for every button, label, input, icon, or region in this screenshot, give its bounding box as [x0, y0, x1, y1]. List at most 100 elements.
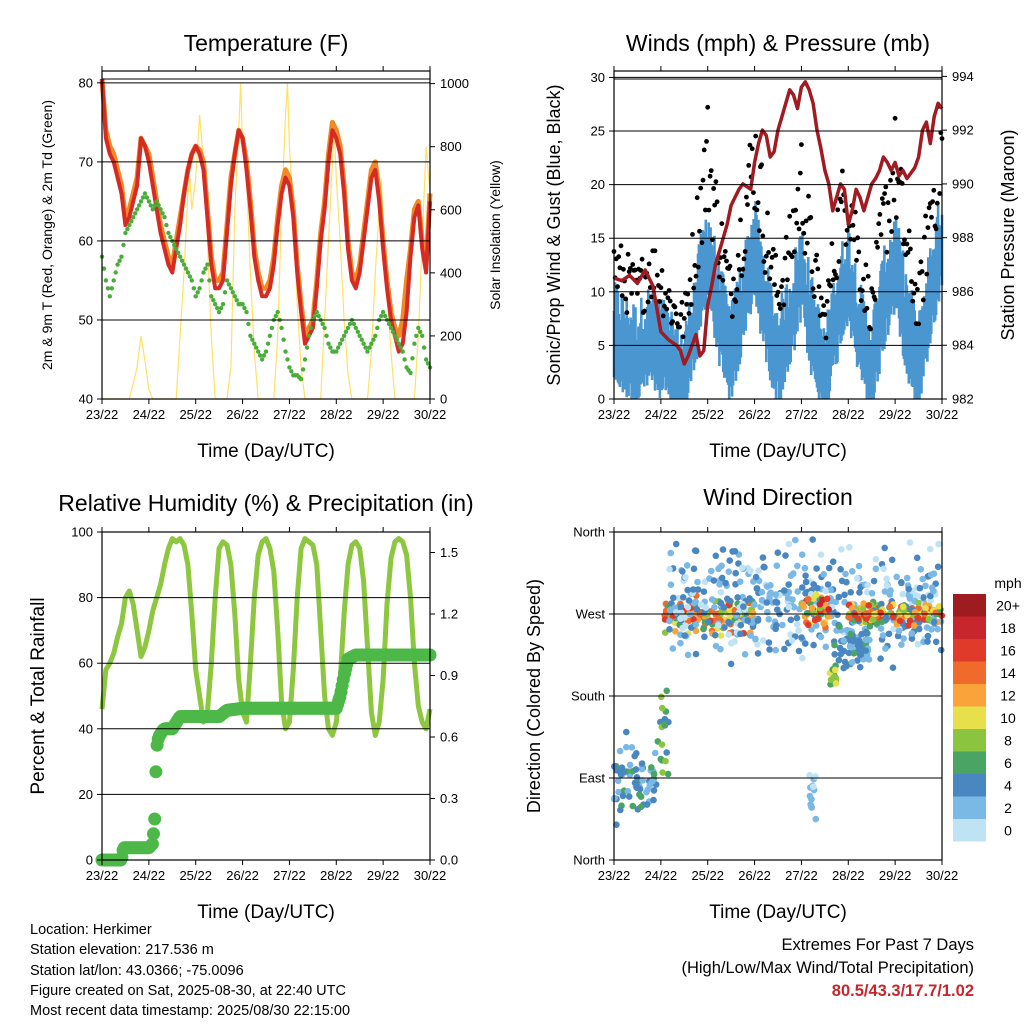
direction-point [708, 567, 715, 575]
direction-point [829, 558, 837, 565]
direction-point [810, 581, 817, 588]
direction-point [889, 664, 897, 671]
gust-point [759, 162, 764, 168]
colorbar-swatch [953, 751, 986, 774]
direction-point [740, 603, 747, 610]
direction-point [853, 575, 861, 582]
dewpoint-point [273, 313, 278, 319]
latlon-text: Station lat/lon: 43.0366; -75.0096 [30, 962, 244, 979]
gust-point [776, 301, 782, 307]
dewpoint-point [111, 278, 116, 283]
gust-point [780, 277, 786, 283]
gust-point [809, 269, 815, 275]
direction-point [725, 631, 732, 638]
plot-overlay: 23/22 24/22 25/22 26/22 27/22 28/22 29/22 30/22… [571, 525, 958, 884]
x-tick-label: 23/22 [598, 407, 631, 422]
direction-point [763, 599, 771, 606]
direction-point [633, 774, 641, 781]
dewpoint-point [144, 195, 150, 200]
dewpoint-point [244, 309, 249, 315]
y-tick-label: 0 [86, 853, 93, 868]
direction-point [732, 612, 740, 619]
direction-point [761, 563, 768, 571]
dewpoint-point [156, 203, 161, 208]
direction-point [717, 588, 725, 596]
gust-point [712, 202, 718, 208]
gust-point [768, 264, 774, 270]
dewpoint-point [398, 345, 403, 350]
direction-point [672, 609, 680, 616]
direction-point [900, 635, 907, 642]
colorbar-label: 6 [1004, 755, 1012, 771]
y2-tick-label: 800 [440, 139, 462, 154]
gust-point [677, 324, 682, 330]
gust-point [888, 177, 893, 183]
colorbar-unit: mph [994, 575, 1021, 591]
direction-point [721, 624, 728, 631]
direction-point [843, 662, 850, 670]
y-axis-label: Direction (Colored By Speed) [524, 579, 544, 813]
dewpoint-point [343, 329, 349, 334]
gust-point [746, 163, 752, 168]
direction-point [924, 632, 932, 640]
direction-point [822, 643, 830, 651]
direction-point [616, 747, 624, 755]
direction-point [912, 592, 920, 599]
direction-point [937, 646, 945, 654]
gust-point [721, 254, 727, 260]
dewpoint-point [396, 341, 401, 346]
plot-overlay: 23/22 24/22 25/22 26/22 27/22 28/22 29/22 30/22… [71, 525, 458, 884]
y-axis-label: Sonic/Prop Wind & Gust (Blue, Black) [544, 84, 564, 385]
dewpoint-point [363, 345, 368, 350]
gust-point [686, 311, 692, 316]
dewpoint-point [203, 266, 208, 271]
colorbar-label: 0 [1004, 822, 1012, 838]
direction-point [639, 777, 646, 784]
dewpoint-point [174, 246, 179, 251]
direction-point [832, 680, 840, 687]
direction-point [753, 585, 761, 592]
gust-point [892, 115, 898, 121]
dewpoint-point [177, 254, 183, 259]
direction-point [731, 638, 738, 645]
direction-point [670, 594, 677, 602]
direction-point [811, 616, 819, 624]
gust-point [852, 209, 858, 215]
gust-point [739, 273, 745, 279]
direction-point [820, 620, 827, 627]
gust-point [729, 314, 735, 319]
gust-point [804, 240, 810, 246]
dewpoint-point [281, 337, 286, 342]
y2-tick-label: 0.3 [440, 791, 458, 806]
gust-point [762, 270, 768, 275]
colorbar-label: 16 [1000, 642, 1016, 658]
direction-point [812, 815, 820, 823]
gust-point [769, 255, 775, 260]
dewpoint-point [158, 207, 163, 212]
gust-point [731, 276, 736, 282]
gust-point [714, 199, 720, 205]
dewpoint-point [353, 325, 358, 331]
dewpoint-point [191, 286, 196, 291]
gust-point [803, 218, 809, 224]
x-tick-label: 25/22 [179, 407, 212, 422]
gust-point [843, 242, 849, 248]
dewpoint-point [226, 282, 232, 287]
direction-point [824, 581, 832, 588]
gust-point [728, 291, 734, 297]
dewpoint-point [416, 325, 421, 331]
y2-axis-label: Station Pressure (Maroon) [998, 129, 1018, 340]
gust-point [618, 243, 624, 249]
direction-point [752, 635, 759, 643]
direction-point [779, 621, 786, 629]
gust-point [893, 215, 899, 221]
dewpoint-point [103, 278, 109, 283]
temperature-panel: 23/22 24/22 25/22 26/22 27/22 28/22 29/22 30/22… [39, 30, 503, 462]
colorbar-label: 18 [1000, 620, 1016, 636]
gust-point [705, 104, 711, 110]
gust-point [844, 227, 850, 233]
y-tick-label: 15 [591, 231, 605, 246]
direction-point [752, 573, 760, 581]
gust-point [755, 200, 761, 206]
x-tick-label: 28/22 [320, 868, 353, 883]
